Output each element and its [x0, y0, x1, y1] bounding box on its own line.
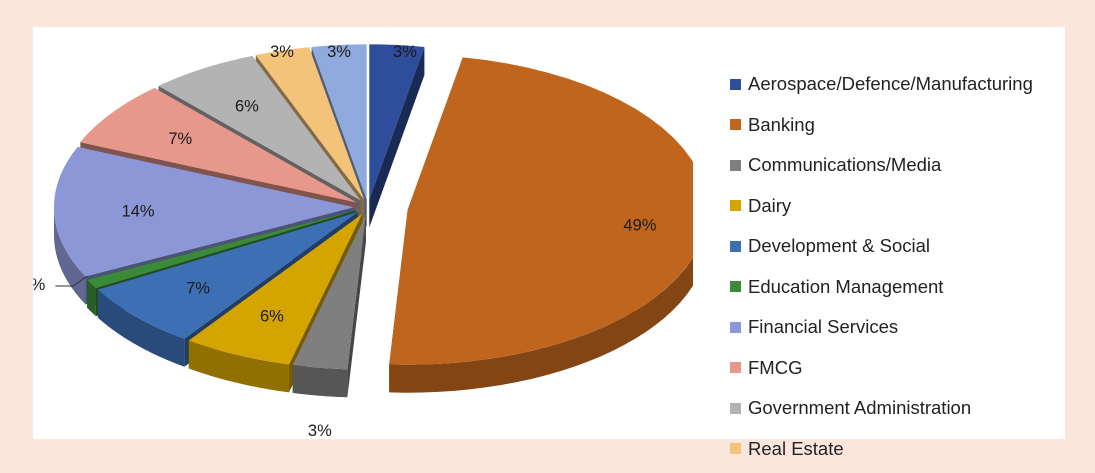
slice-percent-label: 6%	[260, 307, 284, 325]
legend-swatch	[730, 443, 741, 455]
legend: Aerospace/Defence/Manufacturing Banking Co…	[730, 64, 1033, 469]
legend-label: Financial Services	[748, 316, 899, 338]
leader-line	[55, 275, 88, 287]
slice-outer-wall	[188, 340, 289, 393]
slice-side-wall	[369, 46, 425, 228]
legend-label: Aerospace/Defence/Manufacturing	[748, 73, 1033, 95]
legend-label: Real Estate	[748, 437, 844, 459]
slice-percent-label: 7%	[186, 279, 210, 297]
slice-top-face	[369, 44, 425, 200]
slice-percent-label: 1%	[33, 276, 46, 294]
legend-item: Government Administration	[730, 388, 1033, 429]
slice-percent-label: 3%	[308, 422, 332, 439]
slice-top-face	[311, 44, 367, 200]
legend-label: Dairy	[748, 194, 792, 216]
slice-outer-wall	[97, 289, 185, 367]
legend-swatch	[730, 362, 741, 374]
slice-top-face	[97, 212, 358, 339]
slice-top-face	[188, 213, 363, 365]
slice-outer-wall	[54, 207, 86, 305]
legend-item: Aerospace/Defence/Manufacturing	[730, 64, 1033, 105]
pie-chart: 3% 49% 3% 6% 7% 1% 14% 7% 6% 3% 3%	[33, 43, 693, 439]
legend-item: Financial Services	[730, 307, 1033, 348]
legend-item: Education Management	[730, 267, 1033, 308]
slice-percent-label: 6%	[235, 98, 259, 116]
slice-top-face	[389, 57, 693, 365]
legend-label: Education Management	[748, 275, 944, 297]
legend-label: Government Administration	[748, 397, 972, 419]
slice-side-wall	[347, 214, 366, 398]
slice-top-face	[54, 146, 355, 277]
pie-slice	[369, 44, 425, 228]
legend-swatch	[730, 78, 741, 90]
legend-item: Banking	[730, 105, 1033, 146]
pie-slice	[389, 57, 693, 393]
legend-item: Development & Social	[730, 226, 1033, 267]
legend-swatch	[730, 200, 741, 212]
legend-swatch	[730, 119, 741, 131]
slice-top-face	[158, 55, 361, 201]
legend-item: FMCG	[730, 348, 1033, 389]
legend-item: Communications/Media	[730, 145, 1033, 186]
slice-outer-wall	[87, 279, 96, 317]
slice-top-face	[80, 88, 357, 203]
slice-percent-label: 3%	[270, 43, 294, 61]
legend-item: Real Estate	[730, 429, 1033, 470]
chart-panel: 3% 49% 3% 6% 7% 1% 14% 7% 6% 3% 3% Aerospace/Defen…	[33, 27, 1065, 459]
legend-swatch	[730, 321, 741, 333]
legend-swatch	[730, 402, 741, 414]
legend-label: Development & Social	[748, 235, 931, 257]
legend-swatch	[730, 159, 741, 171]
slice-top-face	[292, 214, 366, 370]
slice-percent-label: 7%	[168, 130, 192, 148]
slice-top-face	[255, 47, 365, 200]
pie-slice	[292, 214, 366, 398]
legend-item: Dairy	[730, 186, 1033, 227]
slice-top-face	[87, 210, 356, 289]
legend-label: FMCG	[748, 356, 803, 378]
legend-label: Banking	[748, 113, 815, 135]
legend-swatch	[730, 240, 741, 252]
legend-swatch	[730, 281, 741, 293]
slice-percent-label: 14%	[122, 203, 155, 221]
slice-percent-label: 3%	[393, 43, 417, 61]
slice-outer-wall	[292, 364, 348, 398]
slice-percent-label: 3%	[327, 43, 351, 61]
legend-label: Communications/Media	[748, 154, 942, 176]
slice-outer-wall	[389, 257, 693, 393]
slice-percent-label: 49%	[623, 217, 656, 235]
